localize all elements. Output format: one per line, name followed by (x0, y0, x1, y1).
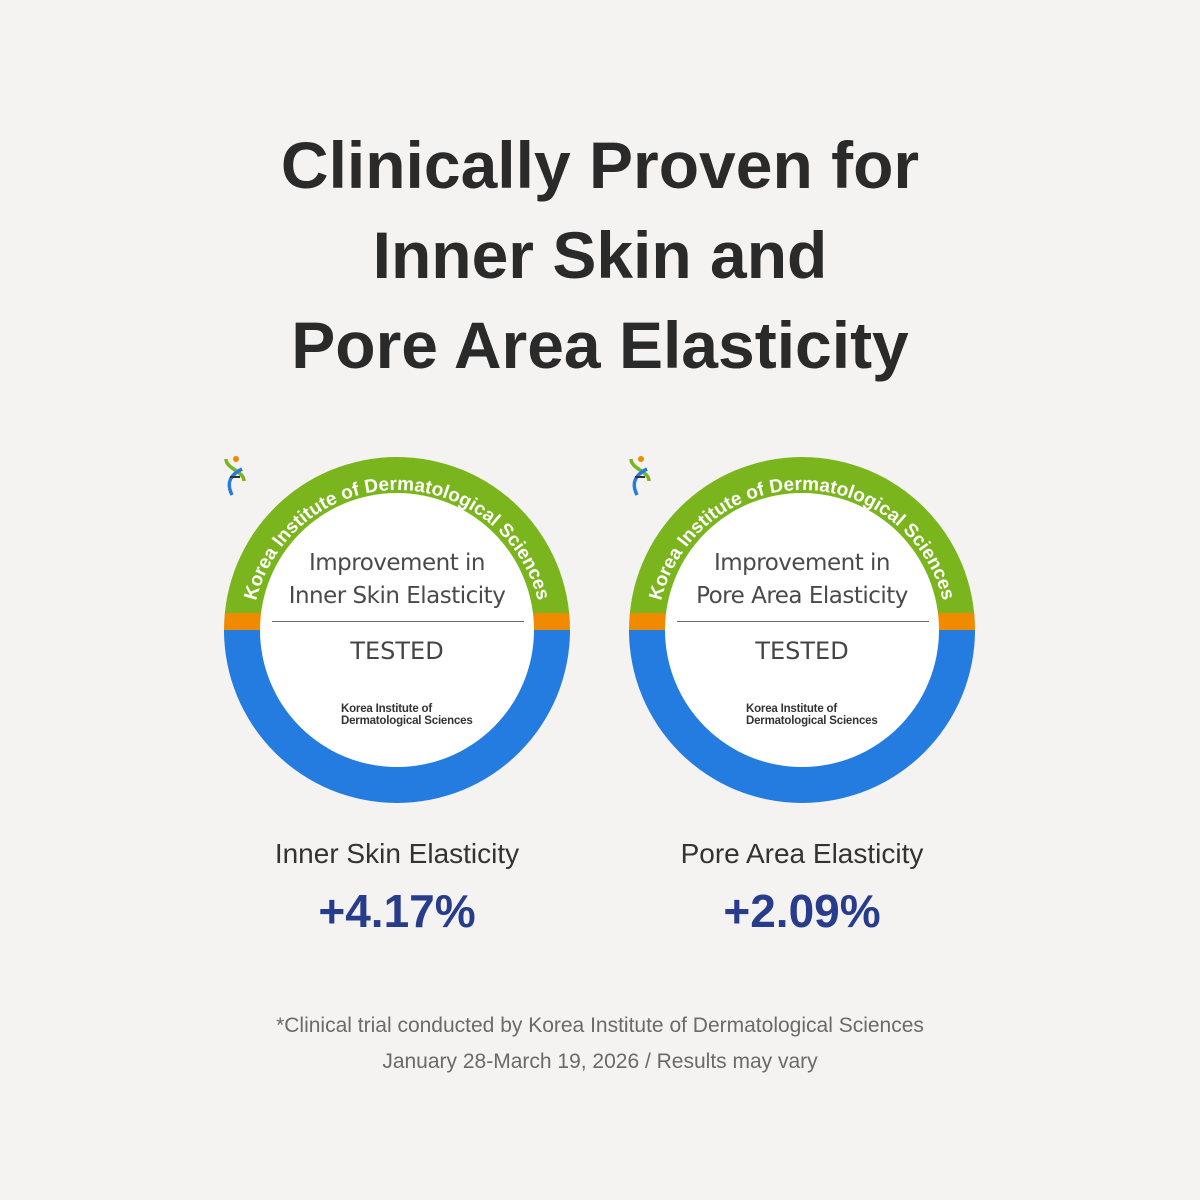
footnote-line: January 28-March 19, 2026 / Results may … (382, 1050, 818, 1073)
badge-heading-line: Pore Area Elasticity (696, 583, 908, 609)
institute-logo-text: Korea Institute of Dermatological Scienc… (341, 703, 473, 727)
logo-line: Dermatological Sciences (746, 715, 878, 727)
logo-line: Dermatological Sciences (341, 715, 473, 727)
tested-badge-inner-skin: Korea Institute of Dermatological Scienc… (222, 455, 572, 805)
logo-line: Korea Institute of (341, 703, 432, 715)
dna-helix-icon (629, 456, 651, 496)
footnote-line: *Clinical trial conducted by Korea Insti… (276, 1014, 924, 1037)
tested-badge-pore-area: Korea Institute of Dermatological Scienc… (627, 455, 977, 805)
badge-heading: Improvement in Pore Area Elasticity (667, 547, 937, 613)
badge-ring: Korea Institute of Dermatological Scienc… (224, 457, 570, 803)
title-line: Clinically Proven for (280, 128, 920, 202)
result-value: +2.09% (723, 885, 881, 937)
badge-ring: Korea Institute of Dermatological Scienc… (629, 457, 975, 803)
divider (677, 621, 929, 622)
title-line: Pore Area Elasticity (291, 308, 909, 382)
tested-label: TESTED (755, 637, 849, 665)
title-line: Inner Skin and (372, 218, 828, 292)
result-label: Inner Skin Elasticity (274, 838, 520, 869)
badge-heading-line: Improvement in (713, 550, 891, 576)
footnote: *Clinical trial conducted by Korea Insti… (0, 1008, 1200, 1080)
divider (272, 621, 524, 622)
badge-heading: Improvement in Inner Skin Elasticity (262, 547, 532, 613)
dna-helix-icon (224, 456, 246, 496)
result-label: Pore Area Elasticity (680, 838, 924, 869)
tested-label: TESTED (350, 637, 444, 665)
result-value: +4.17% (318, 885, 476, 937)
logo-line: Korea Institute of (746, 703, 837, 715)
page-title: Clinically Proven for Inner Skin and Por… (0, 120, 1200, 390)
badge-heading-line: Inner Skin Elasticity (288, 583, 506, 609)
institute-logo-text: Korea Institute of Dermatological Scienc… (746, 703, 878, 727)
badge-heading-line: Improvement in (308, 550, 486, 576)
